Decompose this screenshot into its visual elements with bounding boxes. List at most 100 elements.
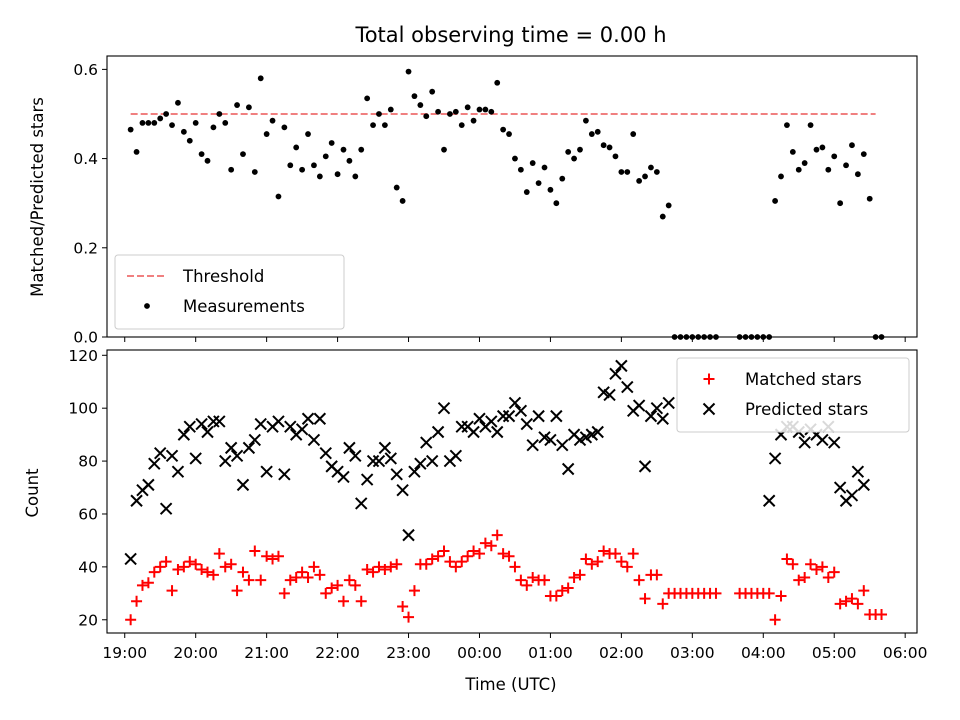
measurement-point (784, 122, 790, 129)
measurement-point (789, 148, 796, 155)
matched-stars-point (361, 564, 373, 576)
matched-stars-point (816, 561, 828, 573)
measurement-point (648, 164, 654, 171)
measurement-point (316, 173, 323, 180)
matched-stars-point (172, 564, 184, 576)
measurement-point (157, 115, 164, 122)
matched-stars-point (403, 611, 415, 623)
measurement-point (689, 334, 696, 340)
measurement-point (381, 122, 388, 129)
predicted-stars-point (496, 409, 510, 423)
x-tick-label: 02:00 (599, 644, 644, 662)
matched-stars-point (272, 550, 284, 562)
matched-stars-point (509, 561, 521, 573)
measurement-point (263, 131, 270, 137)
legend: Matched stars Predicted stars (676, 357, 910, 433)
matched-stars-point (166, 585, 178, 597)
measurement-point (441, 146, 447, 153)
measurement-point (393, 184, 400, 191)
predicted-stars-point (857, 478, 870, 492)
predicted-stars-point (207, 415, 220, 428)
matched-stars-point (556, 585, 568, 597)
predicted-stars-point (301, 412, 315, 425)
matched-stars-point (456, 556, 468, 568)
matched-stars-point (539, 574, 551, 586)
matched-stars-point (278, 587, 290, 599)
measurement-point (807, 122, 814, 129)
predicted-stars-point (124, 552, 137, 566)
matched-stars-point (805, 558, 817, 570)
matched-stars-point (148, 566, 160, 578)
matched-stars-point (462, 550, 474, 562)
matched-stars-point (503, 550, 515, 562)
predicted-stars-point (532, 409, 545, 423)
measurement-point (683, 334, 690, 340)
matched-stars-point (219, 561, 231, 573)
plot-frame (106, 349, 918, 634)
y-tick-label: 0.2 (73, 239, 98, 257)
predicted-stars-point (431, 425, 445, 439)
measurement-point (547, 186, 554, 193)
matched-stars-point (633, 574, 645, 586)
measurement-point (588, 131, 595, 137)
predicted-stars-point (355, 497, 368, 510)
y-tick-label: 60 (78, 505, 98, 523)
matched-stars-point (580, 553, 592, 565)
predicted-stars-point (372, 454, 386, 468)
matched-stars-point (621, 561, 633, 573)
matched-stars-point (391, 558, 403, 570)
measurement-point (541, 164, 548, 171)
x-tick-label: 06:00 (883, 644, 928, 662)
measurement-point (352, 173, 359, 180)
predicted-stars-point (798, 436, 811, 449)
measurement-point (180, 128, 187, 135)
y-tick-label: 120 (68, 347, 98, 365)
predicted-stars-point (219, 454, 232, 468)
matched-stars-point (479, 537, 491, 549)
predicted-stars-point (544, 433, 557, 447)
matched-stars-point (320, 587, 332, 599)
matched-stars-point (343, 574, 355, 586)
x-tick-label: 20:00 (173, 644, 218, 662)
measurement-point (849, 142, 855, 149)
matched-stars-point (196, 564, 208, 576)
measurement-point (311, 162, 317, 169)
matched-stars-point (308, 561, 320, 573)
x-tick-label: 21:00 (244, 644, 289, 662)
measurement-point (517, 166, 524, 173)
measurement-point (245, 104, 252, 111)
measurement-point (423, 113, 430, 120)
predicted-stars-point (526, 439, 539, 452)
measurement-point (583, 117, 589, 124)
predicted-stars-point (230, 449, 244, 463)
measurement-point (210, 124, 217, 131)
measurement-point (843, 162, 849, 169)
legend-label: Predicted stars (745, 400, 868, 419)
top-ylabel: Matched/Predicted stars (28, 97, 47, 297)
predicted-stars-point (142, 478, 155, 492)
predicted-stars-point (632, 399, 646, 412)
measurement-point (766, 334, 773, 340)
matched-stars-point (485, 540, 497, 552)
measurement-point (334, 171, 341, 178)
measurement-point (417, 102, 424, 108)
matched-stars-point (627, 548, 639, 560)
predicted-stars-point (378, 441, 392, 455)
plot-frame (106, 55, 918, 338)
matched-stars-point (793, 574, 805, 586)
predicted-stars-point (603, 388, 616, 402)
predicted-stars-point (420, 436, 433, 449)
matched-stars-point (710, 587, 722, 599)
predicted-stars-point (491, 425, 504, 439)
measurement-point (275, 193, 282, 200)
bottom-panel: Count 19:00 20:00 21:00 22:00 23:00 00:00 01:0… (23, 347, 928, 662)
measurement-point (559, 175, 566, 182)
measurement-point (222, 120, 229, 126)
legend: Threshold Measurements (114, 254, 345, 330)
measurement-point (287, 162, 294, 169)
predicted-stars-point (272, 415, 285, 428)
measurement-point (322, 153, 329, 160)
x-tick-label: 23:00 (386, 644, 431, 662)
matched-stars-point (284, 574, 296, 586)
predicted-stars-point (437, 401, 451, 415)
